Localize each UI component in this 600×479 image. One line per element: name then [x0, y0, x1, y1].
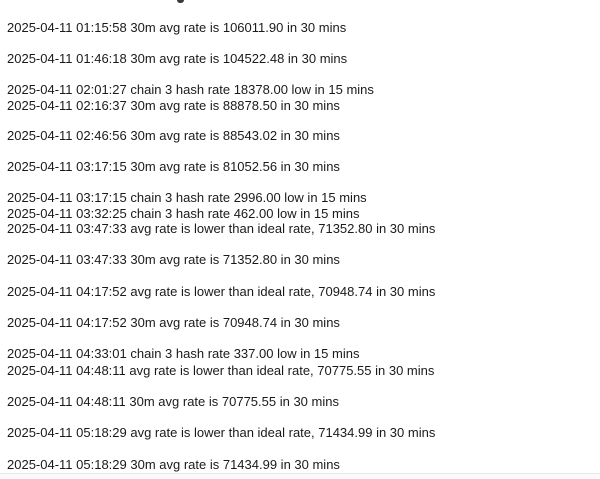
log-line: 2025-04-11 02:01:27 chain 3 hash rate 18…	[7, 82, 374, 97]
log-line: 2025-04-11 03:32:25 chain 3 hash rate 46…	[7, 206, 360, 221]
log-line: 2025-04-11 05:18:29 avg rate is lower th…	[7, 425, 436, 440]
log-line: 2025-04-11 02:46:56 30m avg rate is 8854…	[7, 128, 340, 143]
log-line: 2025-04-11 01:15:58 30m avg rate is 1060…	[7, 20, 347, 35]
log-line: 2025-04-11 05:18:29 30m avg rate is 7143…	[7, 457, 340, 472]
log-line: 2025-04-11 03:47:33 30m avg rate is 7135…	[7, 252, 340, 267]
log-line: 2025-04-11 03:47:33 avg rate is lower th…	[7, 221, 436, 236]
log-line: 2025-04-11 03:17:15 30m avg rate is 8105…	[7, 159, 340, 174]
bottom-divider	[0, 473, 600, 474]
log-line: 2025-04-11 01:46:18 30m avg rate is 1045…	[7, 51, 348, 66]
log-line: 2025-04-11 04:17:52 30m avg rate is 7094…	[7, 315, 340, 330]
log-line: 2025-04-11 04:48:11 30m avg rate is 7077…	[7, 394, 339, 409]
log-line: 2025-04-11 04:48:11 avg rate is lower th…	[7, 363, 435, 378]
clipped-line-fragment	[177, 0, 184, 3]
bottom-strip	[0, 474, 600, 479]
log-line: 2025-04-11 04:33:01 chain 3 hash rate 33…	[7, 346, 360, 361]
log-line: 2025-04-11 04:17:52 avg rate is lower th…	[7, 284, 436, 299]
log-line: 2025-04-11 02:16:37 30m avg rate is 8887…	[7, 98, 340, 113]
log-line: 2025-04-11 03:17:15 chain 3 hash rate 29…	[7, 190, 367, 205]
